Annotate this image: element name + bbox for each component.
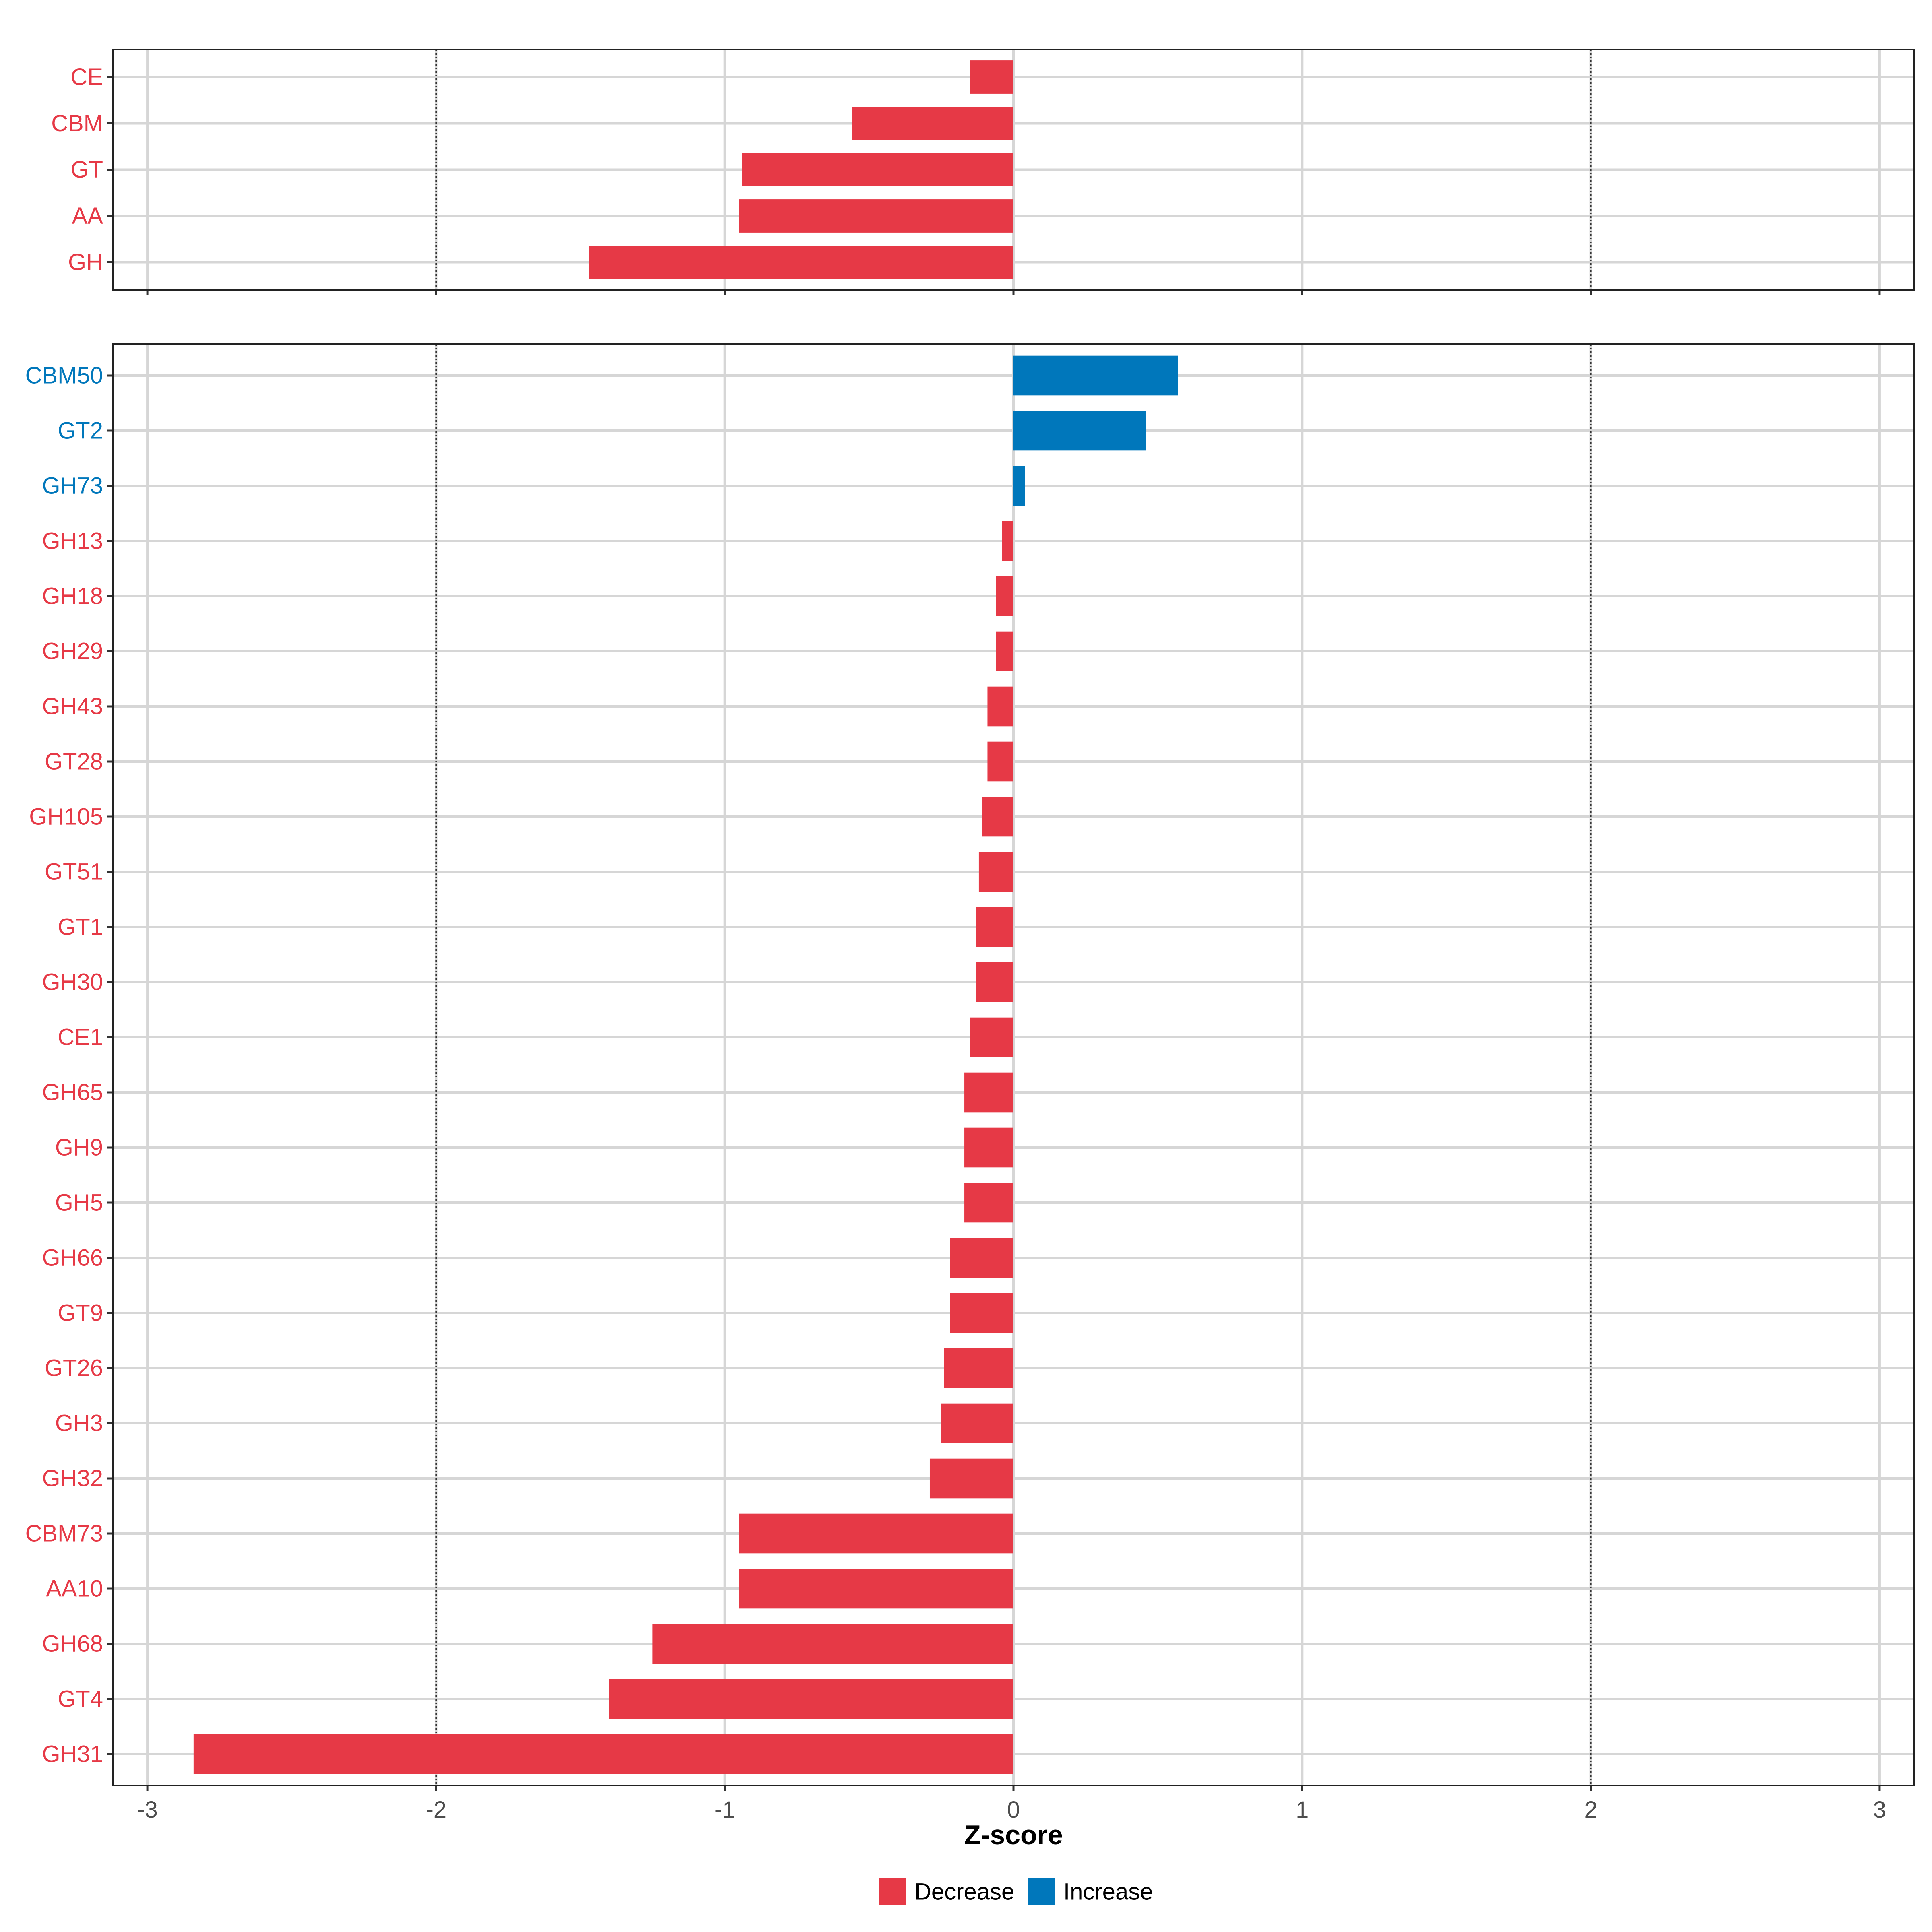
x-tick-label: -1 [714,1797,735,1823]
y-tick-label: CE [70,64,103,90]
bar-cbm73 [739,1513,1013,1554]
y-tick-label: GH65 [42,1080,103,1106]
y-tick-label: GH9 [55,1135,103,1161]
legend-key-increase [1028,1878,1055,1905]
bar-gh66 [950,1238,1013,1278]
bar-gh68 [652,1624,1013,1664]
y-tick-label: GH32 [42,1466,103,1492]
bar-gt28 [987,741,1013,782]
x-tick-label: -2 [426,1797,447,1823]
bar-gh5 [964,1183,1013,1223]
y-tick-label: GH [68,249,103,275]
x-tick-label: -3 [137,1797,158,1823]
y-tick-label: GT2 [58,418,103,444]
panel-frame [112,49,1915,291]
bar-ce1 [970,1017,1013,1057]
bar-aa [739,199,1013,233]
y-tick-label: GH5 [55,1190,103,1216]
y-tick-label: GT9 [58,1300,103,1326]
y-tick-label: GH43 [42,694,103,720]
bar-gt4 [609,1679,1013,1719]
bar-cbm [852,107,1013,140]
x-tick-label: 0 [1007,1797,1020,1823]
y-tick-label: GH68 [42,1631,103,1657]
x-tick-label: 1 [1296,1797,1309,1823]
y-tick-label: CBM50 [25,363,103,389]
bar-gh73 [1013,466,1025,506]
y-tick-label: GH73 [42,473,103,499]
bar-gh32 [929,1458,1013,1499]
y-tick-label: GH3 [55,1410,103,1437]
x-tick-label: 3 [1873,1797,1886,1823]
bar-gh3 [941,1403,1013,1443]
bar-gt9 [950,1293,1013,1333]
y-tick-label: GH31 [42,1741,103,1767]
y-tick-label: GT26 [45,1355,103,1381]
bar-gt51 [978,852,1013,892]
legend-label-increase: Increase [1063,1879,1153,1905]
x-tick-label: 2 [1584,1797,1597,1823]
y-tick-label: GH29 [42,638,103,665]
bar-cbm50 [1013,355,1178,396]
bar-gh65 [964,1072,1013,1113]
y-tick-label: GH30 [42,969,103,995]
y-tick-label: GT28 [45,749,103,775]
y-tick-label: CE1 [58,1024,103,1051]
bar-gh13 [1002,521,1013,561]
bar-ce [970,60,1013,94]
bar-gh30 [976,962,1013,1002]
bar-gt [742,153,1013,186]
y-tick-label: AA [72,203,103,229]
bar-gt2 [1013,411,1146,451]
x-axis-title: Z-score [964,1820,1063,1850]
bar-gh31 [193,1734,1013,1774]
y-tick-label: CBM [51,110,103,136]
y-tick-label: CBM73 [25,1521,103,1547]
y-tick-label: GT1 [58,914,103,940]
bar-gh [589,246,1013,279]
y-tick-label: GH66 [42,1245,103,1271]
bar-gh9 [964,1127,1013,1168]
y-tick-label: GH13 [42,528,103,554]
panel-frame [112,343,1915,1786]
bar-gt1 [976,907,1013,947]
y-tick-label: AA10 [46,1576,103,1602]
y-tick-label: GH105 [29,804,103,830]
bar-aa10 [739,1569,1013,1609]
bar-gt26 [944,1348,1013,1388]
legend-key-decrease [879,1878,906,1905]
bar-gh105 [982,797,1013,837]
legend-label-decrease: Decrease [914,1879,1014,1905]
y-tick-label: GT51 [45,859,103,885]
bar-gh18 [996,576,1013,616]
y-tick-label: GT [70,157,103,183]
bar-gh29 [996,631,1013,671]
bar-gh43 [987,686,1013,727]
y-tick-label: GH18 [42,583,103,609]
y-tick-label: GT4 [58,1686,103,1712]
